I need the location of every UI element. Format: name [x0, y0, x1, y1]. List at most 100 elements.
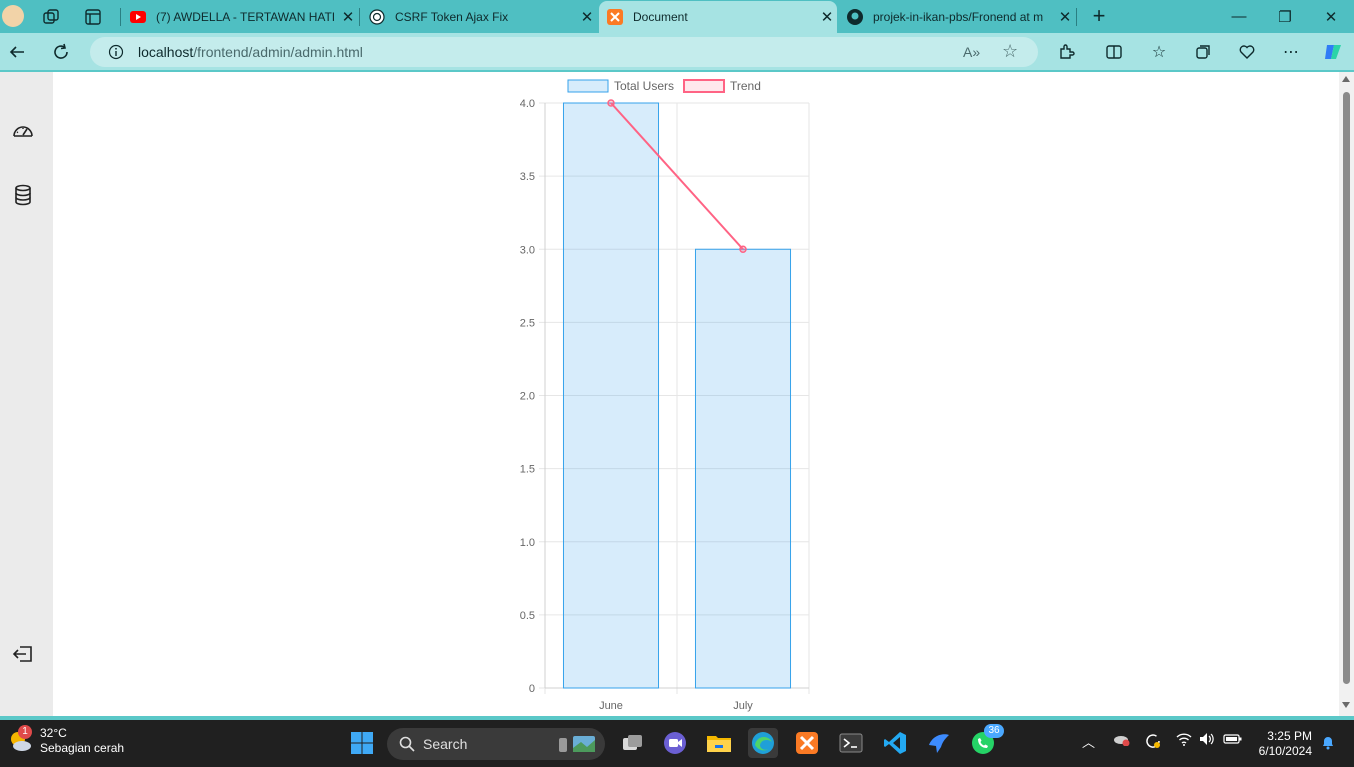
tab-label: (7) AWDELLA - TERTAWAN HATI (: [156, 9, 338, 24]
extensions-icon[interactable]: [1051, 37, 1081, 67]
new-tab-button[interactable]: +: [1092, 3, 1106, 28]
search-label: Search: [423, 736, 468, 752]
tab-label: CSRF Token Ajax Fix: [395, 9, 509, 24]
dashboard-icon[interactable]: [11, 120, 35, 144]
taskbar: 1 32°C Sebagian cerah Search: [0, 720, 1354, 767]
url-text: localhost/frontend/admin/admin.html: [138, 44, 363, 60]
weather-desc: Sebagian cerah: [40, 741, 125, 755]
split-screen-icon[interactable]: [1099, 37, 1129, 67]
logout-icon[interactable]: [11, 642, 35, 666]
x-tick-label: July: [733, 700, 753, 712]
url-field[interactable]: localhost/frontend/admin/admin.html A» ☆: [90, 37, 1038, 67]
sync-icon[interactable]: [1144, 732, 1162, 753]
windows-start-icon[interactable]: [347, 728, 377, 758]
close-tab-icon[interactable]: ✕: [580, 8, 594, 26]
search-highlight-icon: [557, 734, 597, 754]
database-icon[interactable]: [11, 183, 35, 207]
clock-date: 6/10/2024: [1258, 744, 1312, 758]
tab-github[interactable]: projek-in-ikan-pbs/Fronend at m ✕: [839, 0, 1075, 33]
admin-sidebar: [0, 72, 53, 718]
favorites-icon[interactable]: ☆: [1151, 44, 1167, 61]
y-tick-label: 2.0: [520, 391, 535, 403]
weather-badge: 1: [18, 725, 32, 739]
trend-point: [739, 245, 747, 253]
site-info-icon[interactable]: [108, 44, 124, 60]
favorite-star-icon[interactable]: ☆: [1002, 41, 1019, 61]
browser-essentials-icon[interactable]: [1232, 37, 1262, 67]
onedrive-icon[interactable]: [1112, 732, 1130, 749]
whatsapp-badge: 36: [984, 724, 1004, 738]
app-blue-icon[interactable]: [924, 728, 954, 758]
bar: [694, 248, 792, 689]
xampp-icon: [607, 9, 623, 25]
legend-label: Trend: [730, 79, 761, 93]
volume-icon[interactable]: [1199, 732, 1215, 749]
chart-svg: 0 0.5 1.0 1.5 2.0 2.5 3.0 3.5 4.0 June July Total U…: [520, 79, 810, 712]
weather-temp: 32°C: [40, 726, 67, 740]
page-content: 0 0.5 1.0 1.5 2.0 2.5 3.0 3.5 4.0 June July Total U…: [0, 70, 1354, 718]
legend-swatch: [683, 79, 725, 93]
tab-bar: (7) AWDELLA - TERTAWAN HATI ( ✕ CSRF Tok…: [0, 0, 1354, 33]
workspaces-icon[interactable]: [42, 8, 60, 26]
x-tick-label: June: [599, 700, 623, 712]
github-icon: [847, 8, 863, 25]
page-scrollbar[interactable]: [1339, 72, 1354, 718]
scrollbar-thumb[interactable]: [1343, 92, 1350, 684]
search-icon: [399, 736, 415, 752]
taskbar-search[interactable]: Search: [387, 728, 605, 760]
close-tab-icon[interactable]: ✕: [341, 8, 355, 26]
close-tab-icon[interactable]: ✕: [1058, 8, 1072, 26]
weather-widget[interactable]: 1 32°C Sebagian cerah: [6, 725, 125, 756]
y-tick-label: 4.0: [520, 98, 535, 110]
y-tick-label: 1.5: [520, 464, 535, 476]
close-window-button[interactable]: ✕: [1324, 8, 1338, 26]
bar: [562, 102, 660, 689]
tab-actions-icon[interactable]: [84, 8, 102, 26]
terminal-icon[interactable]: [836, 728, 866, 758]
read-aloud-icon[interactable]: A»: [963, 44, 981, 60]
profile-avatar[interactable]: [2, 5, 24, 27]
copilot-icon[interactable]: [1318, 37, 1348, 67]
scroll-up-arrow-icon[interactable]: [1342, 76, 1350, 82]
notifications-bell-icon[interactable]: [1320, 734, 1336, 753]
trend-point: [607, 99, 615, 107]
file-explorer-icon[interactable]: [704, 728, 734, 758]
task-view-icon[interactable]: [617, 728, 647, 758]
tab-csrf[interactable]: CSRF Token Ajax Fix ✕: [361, 0, 597, 33]
y-tick-label: 2.5: [520, 317, 535, 329]
wifi-icon[interactable]: [1176, 732, 1192, 749]
weather-partly-sunny-icon: 1: [6, 725, 34, 755]
y-tick-label: 1.0: [520, 537, 535, 549]
system-clock[interactable]: 3:25 PM 6/10/2024: [1252, 729, 1312, 759]
refresh-icon[interactable]: [46, 37, 76, 67]
tab-youtube[interactable]: (7) AWDELLA - TERTAWAN HATI ( ✕: [122, 0, 358, 33]
collections-icon[interactable]: [1188, 37, 1218, 67]
address-bar: localhost/frontend/admin/admin.html A» ☆…: [0, 33, 1354, 70]
y-tick-label: 0.5: [520, 610, 535, 622]
tab-document[interactable]: Document ✕: [599, 1, 837, 33]
y-tick-label: 0: [529, 683, 535, 695]
show-hidden-icons-icon[interactable]: ︿: [1082, 735, 1096, 750]
users-chart: 0 0.5 1.0 1.5 2.0 2.5 3.0 3.5 4.0 June July Total U…: [500, 72, 830, 718]
battery-icon[interactable]: [1223, 732, 1243, 749]
xampp-taskbar-icon[interactable]: [792, 728, 822, 758]
y-tick-label: 3.0: [520, 244, 535, 256]
more-menu-icon[interactable]: ⋯: [1283, 44, 1299, 61]
whatsapp-icon[interactable]: 36: [968, 724, 1004, 758]
tab-label: projek-in-ikan-pbs/Fronend at m: [873, 9, 1044, 24]
chatgpt-icon: [369, 8, 385, 25]
scroll-down-arrow-icon[interactable]: [1342, 702, 1350, 708]
meet-now-icon[interactable]: [660, 728, 690, 758]
edge-browser-icon[interactable]: [748, 728, 778, 758]
restore-button[interactable]: ❐: [1278, 8, 1292, 26]
clock-time: 3:25 PM: [1267, 729, 1312, 743]
back-icon[interactable]: [2, 37, 32, 67]
close-tab-icon[interactable]: ✕: [820, 9, 834, 26]
y-tick-label: 3.5: [520, 171, 535, 183]
minimize-button[interactable]: —: [1231, 8, 1247, 25]
tab-label: Document: [633, 10, 688, 24]
legend-swatch: [567, 79, 609, 93]
youtube-icon: [130, 9, 146, 25]
vscode-icon[interactable]: [880, 728, 910, 758]
legend-label: Total Users: [614, 79, 674, 93]
